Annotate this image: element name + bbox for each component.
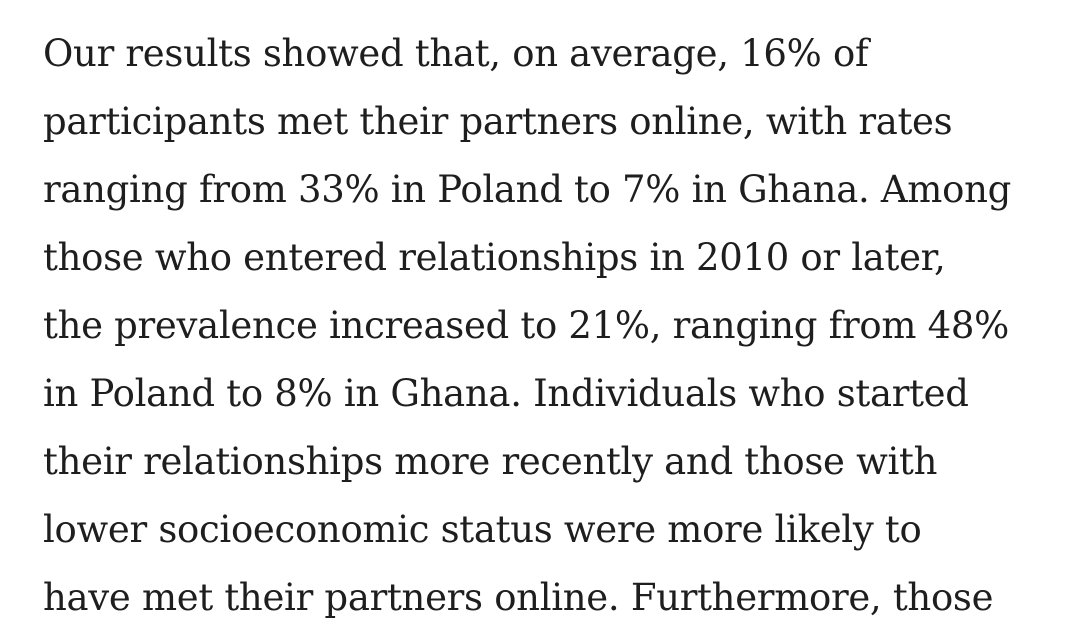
paragraph-line: in Poland to 8% in Ghana. Individuals wh… xyxy=(43,372,969,415)
paragraph-line: ranging from 33% in Poland to 7% in Ghan… xyxy=(43,168,1011,211)
article-paragraph: Our results showed that, on average, 16%… xyxy=(43,0,1063,632)
paragraph-line: lower socioeconomic status were more lik… xyxy=(43,508,922,551)
paragraph-line: have met their partners online. Furtherm… xyxy=(43,576,994,619)
paragraph-line: participants met their partners online, … xyxy=(43,100,953,143)
paragraph-line: their relationships more recently and th… xyxy=(43,440,938,483)
paragraph-line: those who entered relationships in 2010 … xyxy=(43,236,946,279)
paragraph-line: the prevalence increased to 21%, ranging… xyxy=(43,304,1009,347)
paragraph-line: Our results showed that, on average, 16%… xyxy=(43,32,869,75)
